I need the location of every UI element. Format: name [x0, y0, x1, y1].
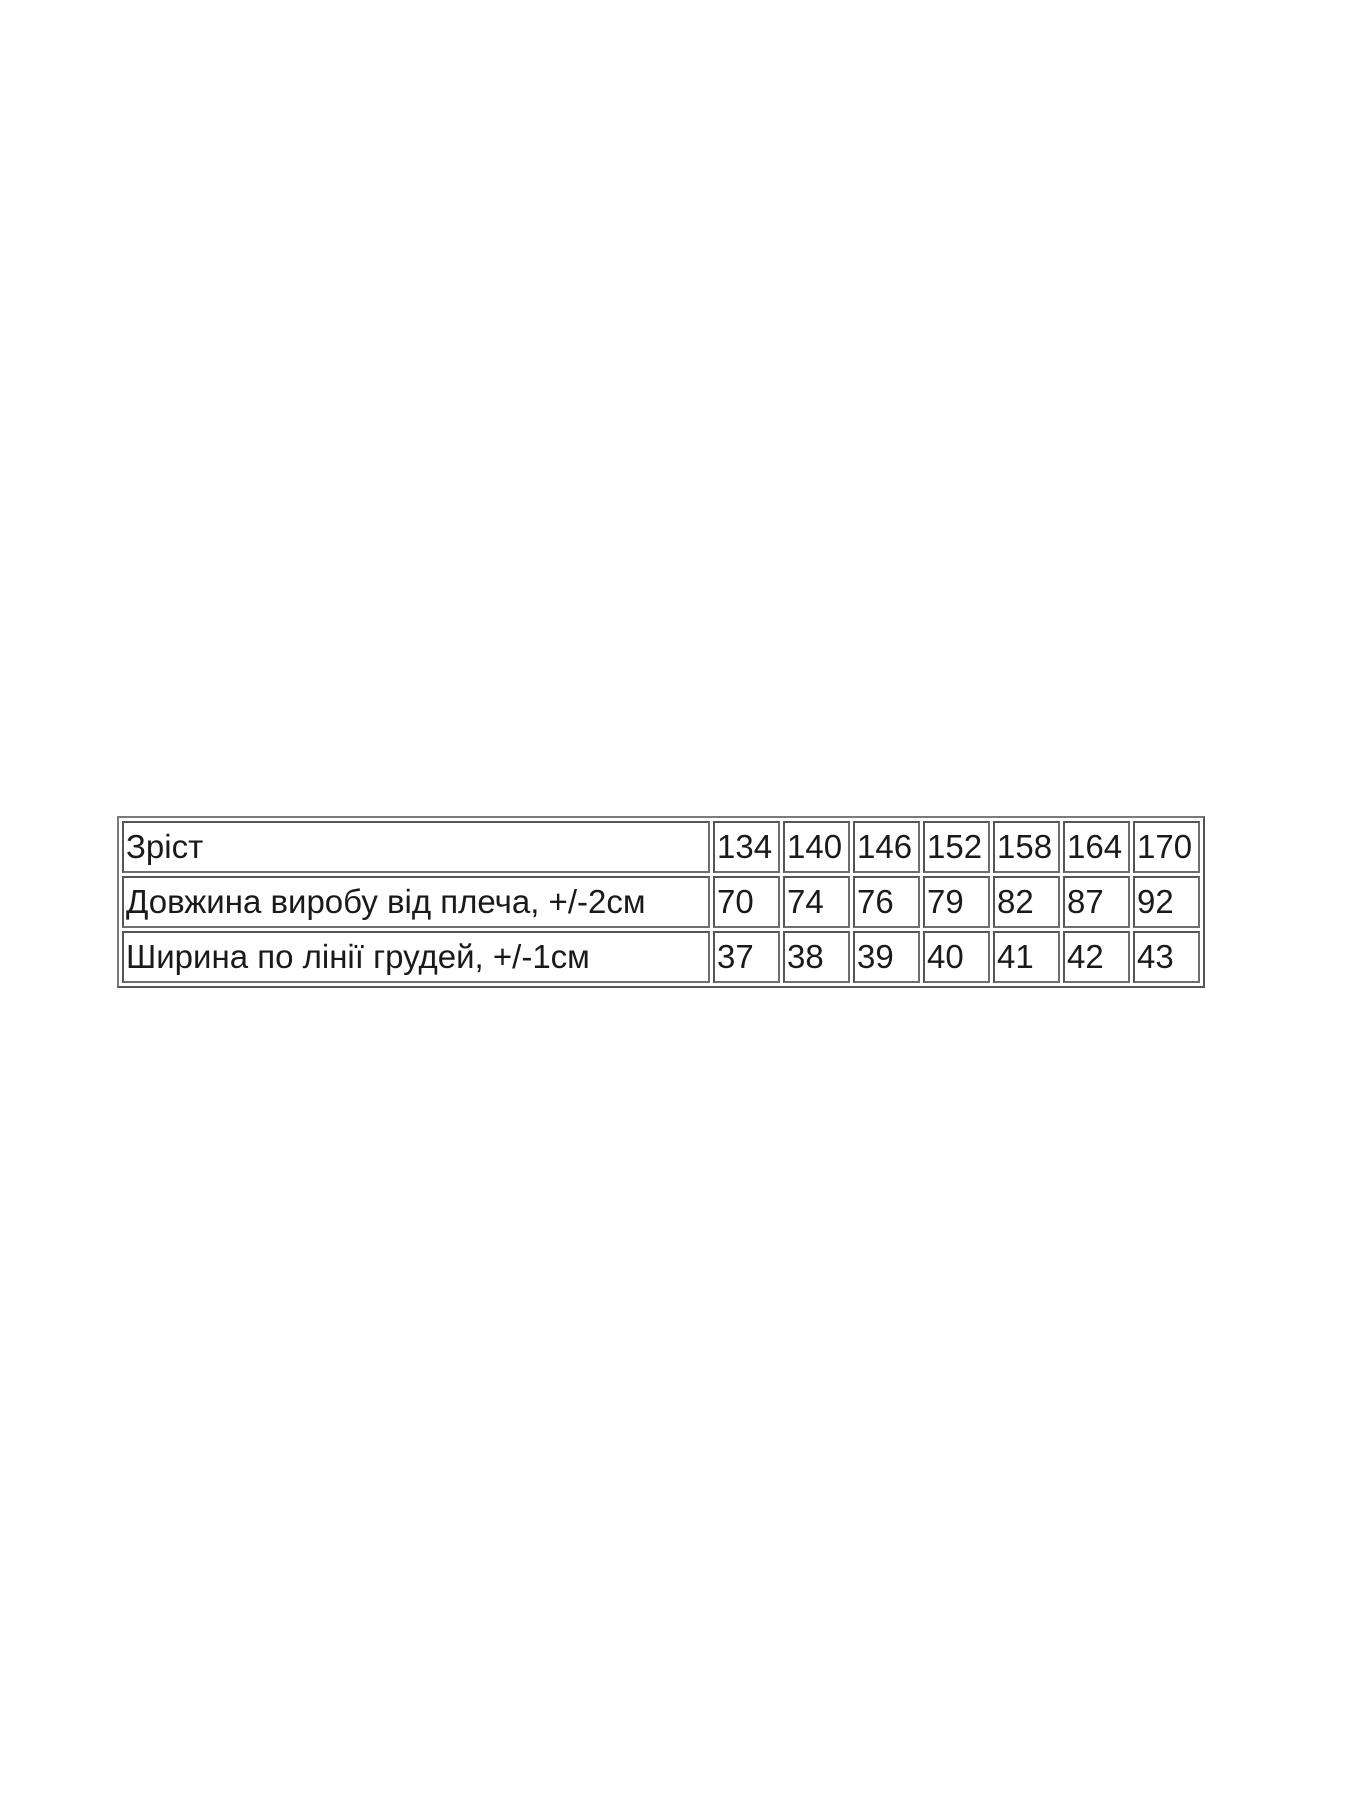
- table-cell: 158: [993, 821, 1060, 873]
- row-chest-width: Ширина по лінії грудей, +/-1см 37 38 39 40 41…: [122, 931, 1200, 983]
- size-table: Зріст 134 140 146 152 158 164 170 Довжина виробу…: [117, 816, 1205, 988]
- table-cell: 76: [853, 876, 920, 928]
- row-label: Зріст: [122, 821, 710, 873]
- table-cell: 140: [783, 821, 850, 873]
- row-height: Зріст 134 140 146 152 158 164 170: [122, 821, 1200, 873]
- table-cell: 41: [993, 931, 1060, 983]
- row-length: Довжина виробу від плеча, +/-2см 70 74 76 79…: [122, 876, 1200, 928]
- table-cell: 134: [713, 821, 780, 873]
- table-cell: 87: [1063, 876, 1130, 928]
- table-cell: 42: [1063, 931, 1130, 983]
- table-cell: 152: [923, 821, 990, 873]
- table-cell: 82: [993, 876, 1060, 928]
- table-cell: 79: [923, 876, 990, 928]
- table-cell: 37: [713, 931, 780, 983]
- table-cell: 39: [853, 931, 920, 983]
- table-cell: 38: [783, 931, 850, 983]
- table-cell: 43: [1133, 931, 1200, 983]
- row-label: Довжина виробу від плеча, +/-2см: [122, 876, 710, 928]
- table-cell: 170: [1133, 821, 1200, 873]
- table-cell: 92: [1133, 876, 1200, 928]
- table-cell: 70: [713, 876, 780, 928]
- table-cell: 40: [923, 931, 990, 983]
- row-label: Ширина по лінії грудей, +/-1см: [122, 931, 710, 983]
- table-cell: 164: [1063, 821, 1130, 873]
- table-cell: 74: [783, 876, 850, 928]
- table-cell: 146: [853, 821, 920, 873]
